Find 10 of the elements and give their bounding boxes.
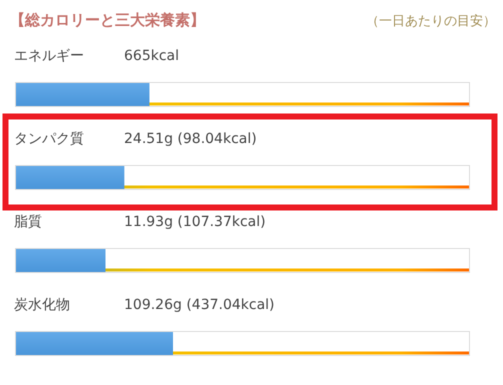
annotation: 11.93g (107.37kcal) <box>124 214 266 230</box>
annotation: 109.26g (437.04kcal) <box>124 297 275 313</box>
category: 炭水化物 <box>14 297 70 313</box>
title: 【総カロリーと三大栄養素】 <box>10 11 205 29</box>
subtitle: （一日あたりの目安） <box>366 14 496 29</box>
annotation: 665kcal <box>124 48 179 64</box>
category: タンパク質 <box>14 131 84 147</box>
category: エネルギー <box>14 48 84 64</box>
category: 脂質 <box>14 214 42 230</box>
annotation: 24.51g (98.04kcal) <box>124 131 257 147</box>
